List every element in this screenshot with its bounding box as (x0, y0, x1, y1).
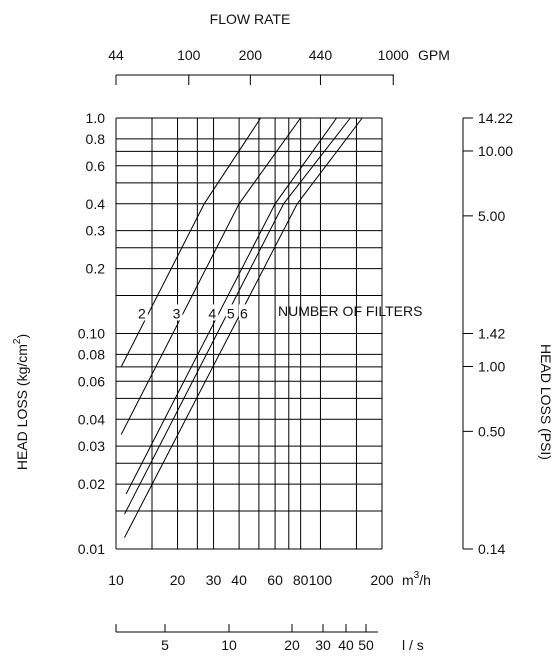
chart-axes (115, 74, 473, 633)
top-axis-tick-label: 44 (108, 47, 124, 63)
right-axis-tick-label: 5.00 (478, 208, 505, 224)
right-axis-tick-label: 1.42 (478, 326, 505, 342)
y-left-tick-label: 0.4 (86, 196, 106, 212)
y-left-tick-label: 0.06 (78, 373, 105, 389)
right-axis-tick-label: 10.00 (478, 143, 513, 159)
bottom-axis-tick-label: 30 (315, 637, 331, 653)
filter-line-5 (124, 117, 351, 515)
chart-grid (115, 117, 383, 550)
y-left-tick-label: 0.03 (78, 438, 105, 454)
filter-label-backdrop (171, 304, 183, 321)
y-left-tick-label: 0.02 (78, 476, 105, 492)
top-axis-tick-label: 1000 (378, 47, 409, 63)
y-left-tick-label: 0.6 (86, 158, 106, 174)
top-axis-tick-label: 200 (239, 47, 263, 63)
y-left-tick-label: 0.10 (78, 326, 105, 342)
x-tick-label: 40 (231, 572, 247, 588)
y-left-axis-title: HEAD LOSS (kg/cm2) (12, 334, 30, 470)
filter-label-backdrop (207, 304, 219, 321)
y-left-tick-label: 0.3 (86, 223, 106, 239)
filter-line-label: 3 (173, 305, 181, 321)
filter-line-label: 5 (227, 305, 235, 321)
x-tick-label: 100 (309, 572, 333, 588)
filter-label-backdrop (136, 304, 148, 321)
bottom-axis-tick-label: 40 (338, 637, 354, 653)
filter-label-backdrop (238, 304, 250, 321)
bottom-axis-tick-label: 5 (161, 637, 169, 653)
x-tick-label: 200 (370, 572, 394, 588)
y-left-tick-label: 0.8 (86, 131, 106, 147)
series-caption: NUMBER OF FILTERS (278, 303, 422, 319)
top-axis-tick-label: 440 (309, 47, 333, 63)
filter-line-4 (125, 117, 338, 495)
x-tick-label: 20 (170, 572, 186, 588)
filter-line-label: 2 (138, 305, 146, 321)
right-axis-tick-label: 14.22 (478, 110, 513, 126)
filter-label-backdrop (225, 304, 237, 321)
right-axis-tick-label: 0.14 (478, 541, 505, 557)
chart-title: FLOW RATE (210, 11, 291, 27)
filter-line-label: 4 (208, 305, 216, 321)
y-left-tick-label: 1.0 (86, 110, 106, 126)
y-left-tick-label: 0.08 (78, 346, 105, 362)
x-tick-label: 10 (108, 572, 124, 588)
x-tick-label: 80 (293, 572, 309, 588)
bottom-axis-tick-label: 20 (284, 637, 300, 653)
chart-labels: FLOW RATE GPM l / s m3/h HEAD LOSS (kg/c… (12, 11, 554, 653)
y-right-axis-title: HEAD LOSS (PSI) (538, 344, 554, 460)
filter-line-6 (124, 117, 363, 538)
bottom-axis-tick-label: 10 (221, 637, 237, 653)
top-axis-tick-label: 100 (177, 47, 201, 63)
right-axis-tick-label: 1.00 (478, 358, 505, 374)
filter-lines: 2 3 4 5 6 NUMBER OF FILTERS (120, 117, 422, 538)
y-left-tick-label: 0.01 (78, 541, 105, 557)
right-axis-tick-label: 0.50 (478, 423, 505, 439)
x-tick-label: 60 (267, 572, 283, 588)
bottom-axis-tick-label: 50 (358, 637, 374, 653)
y-left-tick-label: 0.2 (86, 261, 106, 277)
x-tick-label: 30 (206, 572, 222, 588)
y-left-tick-label: 0.04 (78, 411, 105, 427)
filter-line-3 (120, 117, 302, 435)
filter-line-label: 6 (240, 305, 248, 321)
bottom-axis-unit: l / s (402, 637, 424, 653)
filter-line-2 (120, 117, 262, 368)
x-axis-unit: m3/h (402, 570, 431, 588)
top-axis-unit: GPM (418, 47, 450, 63)
